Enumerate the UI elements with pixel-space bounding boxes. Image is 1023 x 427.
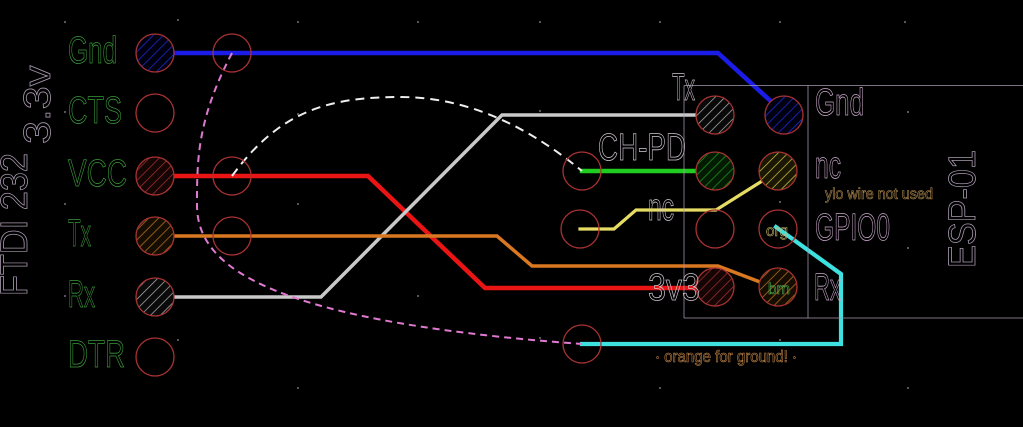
svg-text:ylo wire not used: ylo wire not used: [825, 186, 933, 203]
svg-text:3.3v: 3.3v: [17, 66, 59, 145]
svg-text:GPIO0: GPIO0: [815, 207, 890, 249]
svg-text:Gnd: Gnd: [815, 82, 864, 124]
svg-text:nc: nc: [648, 187, 674, 229]
svg-text:FTDI 232: FTDI 232: [0, 153, 36, 296]
svg-text:CTS: CTS: [68, 90, 122, 132]
svg-text:Tx: Tx: [68, 213, 91, 255]
svg-text:Gnd: Gnd: [68, 30, 117, 72]
svg-text:Tx: Tx: [672, 67, 695, 109]
svg-text:DTR: DTR: [68, 334, 125, 376]
svg-text:3v3: 3v3: [648, 267, 700, 309]
svg-text:ESP-01: ESP-01: [942, 150, 984, 268]
svg-text:brn: brn: [768, 281, 790, 298]
svg-text:VCC: VCC: [68, 153, 127, 195]
svg-text:Rx: Rx: [814, 267, 841, 309]
svg-text:Rx: Rx: [68, 274, 95, 316]
svg-text:· orange for ground! ·: · orange for ground! ·: [655, 347, 797, 366]
svg-text:org: org: [766, 223, 788, 240]
svg-text:CH-PD: CH-PD: [598, 127, 686, 169]
svg-text:nc: nc: [815, 145, 841, 187]
